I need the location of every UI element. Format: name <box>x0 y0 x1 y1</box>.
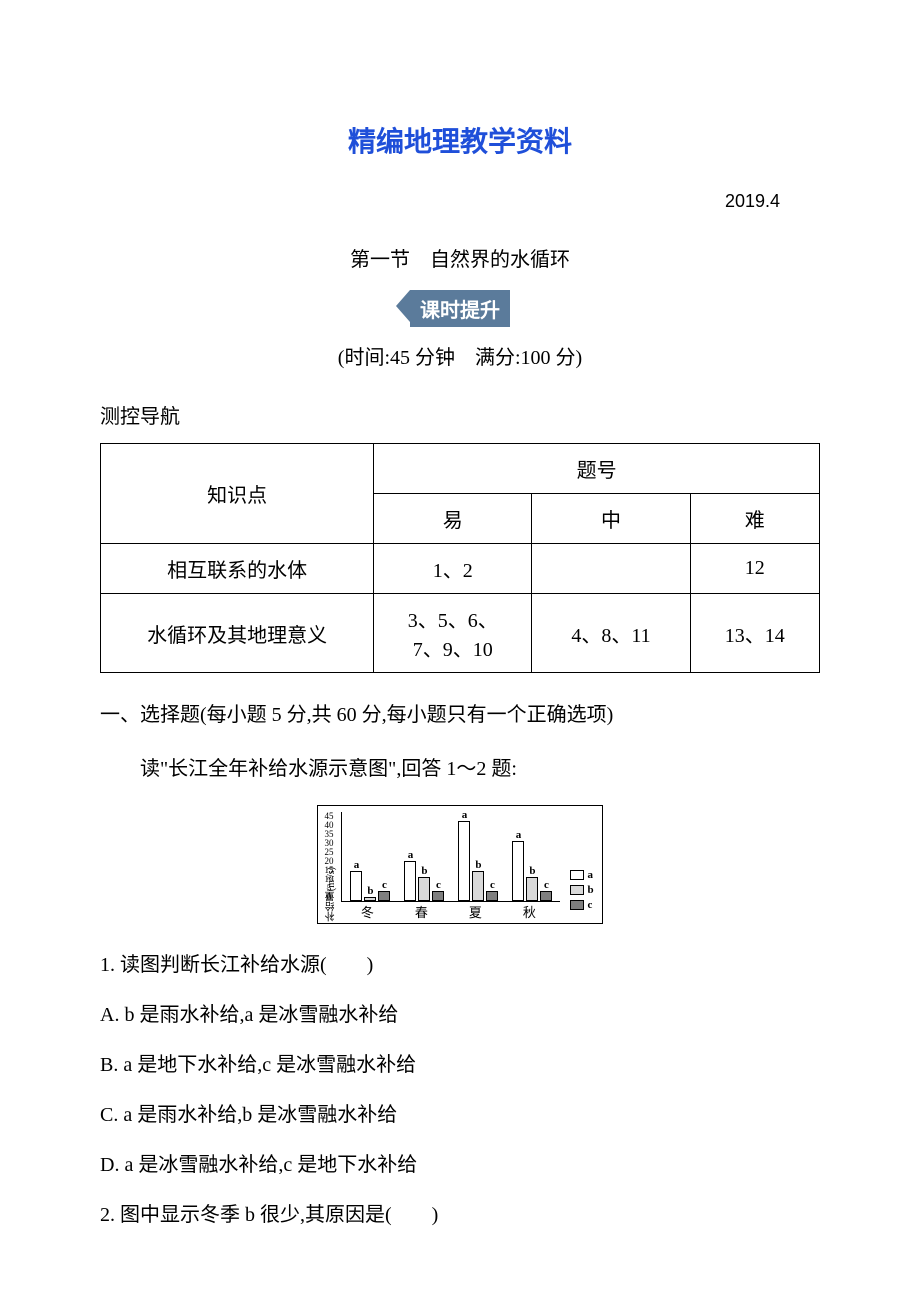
bar-label: c <box>436 879 441 891</box>
bar-c: c <box>432 891 444 901</box>
legend-item: b <box>570 884 593 896</box>
part1-title-text: 一、选择题(每小题 5 分,共 60 分,每小题只有一个正确选项) <box>100 704 613 726</box>
intro-text: 读"长江全年补给水源示意图",回答 1～2 题: <box>140 758 517 780</box>
bar-b: b <box>472 871 484 901</box>
bar-b: b <box>418 877 430 901</box>
bar-label: a <box>462 809 468 821</box>
q1-option-b: B. a 是地下水补给,c 是冰雪融水补给 <box>100 1047 820 1083</box>
q1-option-d: D. a 是冰雪融水补给,c 是地下水补给 <box>100 1147 820 1183</box>
cell-mid: 4、8、11 <box>532 594 690 673</box>
chart-wrap: 补给量(m³/s) 45 40 35 30 25 20 15 10 5 0 <box>100 805 820 927</box>
section-heading: 第一节 自然界的水循环 <box>100 243 820 272</box>
col-questionno: 题号 <box>374 444 820 494</box>
chart-plot: 45 40 35 30 25 20 15 10 5 0 abc abc abc … <box>341 812 560 902</box>
bar-b: b <box>526 877 538 901</box>
date-line: 2019.4 <box>100 190 820 213</box>
group-spring: abc <box>404 861 444 901</box>
x-label: 春 <box>401 902 441 921</box>
date-text: 2019.4 <box>725 191 780 211</box>
x-label: 夏 <box>455 902 495 921</box>
time-score-text: (时间:45 分钟 满分:100 分) <box>338 347 582 369</box>
x-labels: 冬春夏秋 <box>347 902 560 921</box>
bar-label: b <box>475 859 481 871</box>
bar-label: b <box>529 865 535 877</box>
col-knowledge: 知识点 <box>101 444 374 544</box>
intro-line: 读"长江全年补给水源示意图",回答 1～2 题: <box>100 751 820 787</box>
chart-inner: 补给量(m³/s) 45 40 35 30 25 20 15 10 5 0 <box>324 812 593 921</box>
opt-text: C. a 是雨水补给,b 是冰雪融水补给 <box>100 1104 397 1126</box>
table-row: 相互联系的水体 1、2 12 <box>101 544 820 594</box>
bar-a: a <box>512 841 524 901</box>
badge-label: 课时提升 <box>420 300 500 322</box>
bar-label: a <box>516 829 522 841</box>
bar-c: c <box>486 891 498 901</box>
title-text: 精编地理教学资料 <box>348 127 572 158</box>
bar-label: c <box>382 879 387 891</box>
knowledge-table: 知识点 题号 易 中 难 相互联系的水体 1、2 12 水循环及其地理意义 3、… <box>100 443 820 673</box>
q2-stem: 2. 图中显示冬季 b 很少,其原因是( ) <box>100 1197 820 1233</box>
bar-b: b <box>364 897 376 901</box>
y-ticks: 45 40 35 30 25 20 15 10 5 0 <box>324 812 333 901</box>
bar-label: b <box>367 885 373 897</box>
page-title: 精编地理教学资料 <box>100 120 820 160</box>
x-label: 冬 <box>347 902 387 921</box>
cell-topic: 水循环及其地理意义 <box>101 594 374 673</box>
legend-item: c <box>570 899 593 911</box>
tick: 0 <box>324 893 333 902</box>
q2-stem-text: 2. 图中显示冬季 b 很少,其原因是( ) <box>100 1204 438 1226</box>
bar-c: c <box>540 891 552 901</box>
opt-text: D. a 是冰雪融水补给,c 是地下水补给 <box>100 1154 417 1176</box>
swatch-a-icon <box>570 870 584 880</box>
nav-heading-text: 测控导航 <box>100 406 180 428</box>
q1-option-a: A. b 是雨水补给,a 是冰雪融水补给 <box>100 997 820 1033</box>
bar-c: c <box>378 891 390 901</box>
cell-hard: 13、14 <box>690 594 819 673</box>
group-summer: abc <box>458 821 498 901</box>
section-title-text: 第一节 自然界的水循环 <box>350 249 570 271</box>
chart-legend: a b c <box>570 869 593 921</box>
opt-text: B. a 是地下水补给,c 是冰雪融水补给 <box>100 1054 416 1076</box>
legend-label: b <box>587 884 593 896</box>
bar-label: c <box>490 879 495 891</box>
bar-label: a <box>354 859 360 871</box>
q1-stem-text: 1. 读图判断长江补给水源( ) <box>100 954 373 976</box>
bar-label: b <box>421 865 427 877</box>
sub-easy: 易 <box>374 494 532 544</box>
group-winter: abc <box>350 871 390 901</box>
lesson-badge: 课时提升 <box>410 290 510 327</box>
table-row: 知识点 题号 <box>101 444 820 494</box>
q1-stem: 1. 读图判断长江补给水源( ) <box>100 947 820 983</box>
cell-easy: 1、2 <box>374 544 532 594</box>
bar-label: c <box>544 879 549 891</box>
legend-item: a <box>570 869 593 881</box>
group-autumn: abc <box>512 841 552 901</box>
legend-label: c <box>587 899 592 911</box>
sub-hard: 难 <box>690 494 819 544</box>
opt-text: A. b 是雨水补给,a 是冰雪融水补给 <box>100 1004 398 1026</box>
bar-label: a <box>408 849 414 861</box>
table-row: 水循环及其地理意义 3、5、6、 7、9、10 4、8、11 13、14 <box>101 594 820 673</box>
sub-mid: 中 <box>532 494 690 544</box>
badge-triangle-icon <box>396 290 410 322</box>
swatch-c-icon <box>570 900 584 910</box>
bar-a: a <box>458 821 470 901</box>
cell-topic: 相互联系的水体 <box>101 544 374 594</box>
cell-easy: 3、5、6、 7、9、10 <box>374 594 532 673</box>
time-score-line: (时间:45 分钟 满分:100 分) <box>100 341 820 370</box>
x-label: 秋 <box>509 902 549 921</box>
badge-wrap: 课时提升 <box>100 290 820 327</box>
chart-box: 补给量(m³/s) 45 40 35 30 25 20 15 10 5 0 <box>317 805 602 924</box>
swatch-b-icon <box>570 885 584 895</box>
legend-label: a <box>587 869 593 881</box>
bar-a: a <box>404 861 416 901</box>
bar-a: a <box>350 871 362 901</box>
cell-mid <box>532 544 690 594</box>
cell-hard: 12 <box>690 544 819 594</box>
part1-title: 一、选择题(每小题 5 分,共 60 分,每小题只有一个正确选项) <box>100 697 820 733</box>
nav-heading: 测控导航 <box>100 400 820 429</box>
q1-option-c: C. a 是雨水补给,b 是冰雪融水补给 <box>100 1097 820 1133</box>
